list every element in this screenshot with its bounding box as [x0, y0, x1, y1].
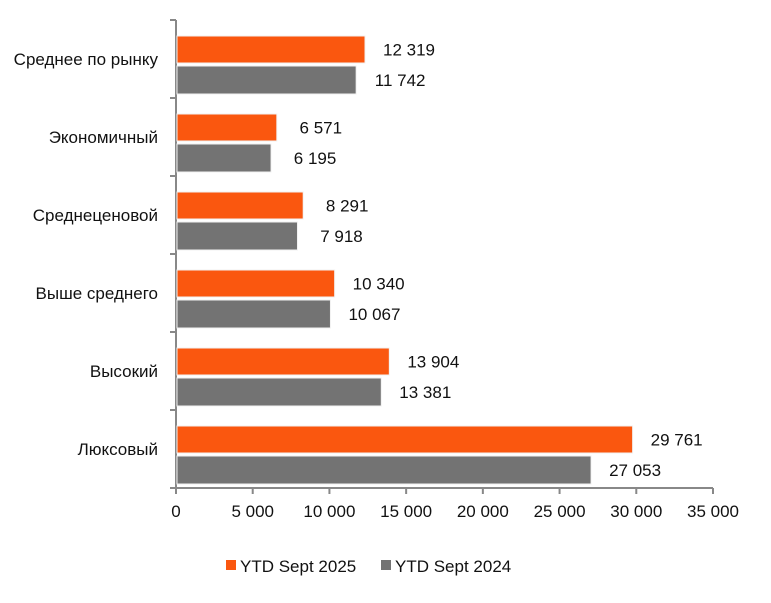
- data-label: 11 742: [375, 71, 426, 90]
- data-label: 8 291: [326, 197, 369, 216]
- bar-2024: [176, 455, 592, 485]
- category-label: Выше среднего: [36, 284, 158, 303]
- legend-label: YTD Sept 2025: [240, 557, 356, 576]
- data-label: 6 571: [300, 119, 343, 138]
- category-label: Экономичный: [49, 128, 158, 147]
- x-tick-label: 5 000: [231, 502, 274, 521]
- x-tick-label: 0: [171, 502, 180, 521]
- data-label: 7 918: [320, 227, 363, 246]
- category-label: Люксовый: [78, 440, 158, 459]
- x-tick-label: 15 000: [380, 502, 432, 521]
- category-label: Среднее по рынку: [14, 50, 159, 69]
- data-label: 29 761: [651, 431, 703, 450]
- legend-swatch: [381, 560, 391, 570]
- data-label: 27 053: [609, 461, 661, 480]
- bar-2024: [176, 299, 331, 329]
- legend-swatch: [226, 560, 236, 570]
- bar-2024: [176, 143, 272, 173]
- x-tick-label: 35 000: [687, 502, 739, 521]
- bar-2025: [176, 269, 336, 298]
- x-tick-label: 30 000: [610, 502, 662, 521]
- bar-2024: [176, 221, 298, 251]
- x-tick-label: 25 000: [534, 502, 586, 521]
- data-label: 13 904: [407, 353, 459, 372]
- data-label: 12 319: [383, 41, 435, 60]
- bar-2025: [176, 191, 304, 220]
- data-label: 10 067: [348, 305, 400, 324]
- data-label: 13 381: [399, 383, 451, 402]
- x-tick-label: 20 000: [457, 502, 509, 521]
- data-label: 6 195: [294, 149, 337, 168]
- bar-2025: [176, 35, 366, 64]
- bar-2024: [176, 65, 357, 95]
- bar-2025: [176, 425, 634, 454]
- bar-2024: [176, 377, 382, 407]
- bar-2025: [176, 347, 390, 376]
- category-label: Высокий: [90, 362, 158, 381]
- data-label: 10 340: [353, 275, 405, 294]
- legend-label: YTD Sept 2024: [395, 557, 511, 576]
- x-tick-label: 10 000: [303, 502, 355, 521]
- bar-2025: [176, 113, 278, 142]
- category-label: Среднеценовой: [33, 206, 158, 225]
